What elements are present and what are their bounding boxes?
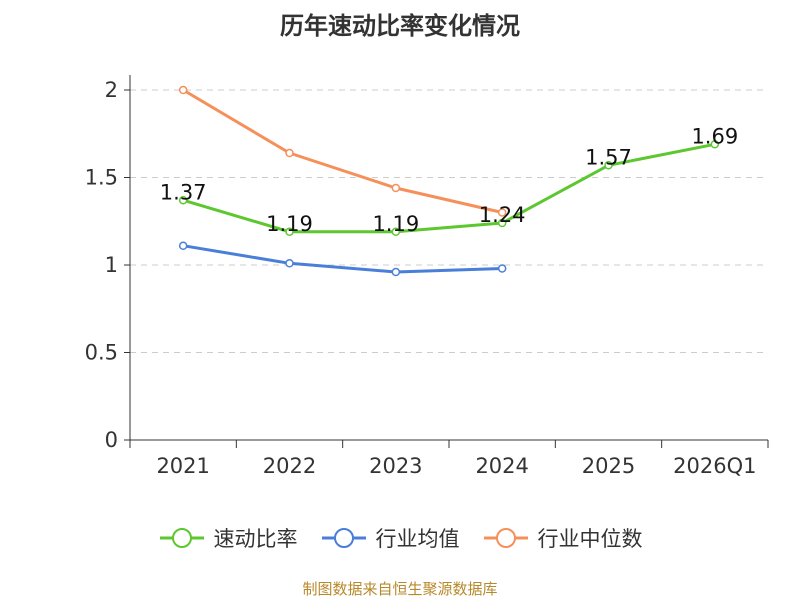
legend-item: 行业中位数 <box>482 523 643 553</box>
legend-label: 行业均值 <box>375 527 460 551</box>
data-point <box>497 218 507 228</box>
data-point <box>285 227 294 236</box>
y-tick-label: 0 <box>105 428 118 452</box>
legend-marker-icon <box>159 528 204 548</box>
data-point <box>497 208 507 217</box>
y-tick-label: 2 <box>105 78 118 102</box>
series-line <box>182 88 503 214</box>
data-label: 1.37 <box>160 180 207 204</box>
data-point <box>604 161 613 170</box>
y-tick-label: 1.5 <box>85 166 118 190</box>
x-tick-label: 2024 <box>475 454 528 478</box>
legend-marker-icon <box>483 528 528 548</box>
y-tick-label: 0.5 <box>85 341 118 365</box>
x-tick-label: 2022 <box>263 454 316 478</box>
data-label: 1.19 <box>372 212 419 236</box>
data-label: 1.19 <box>266 212 313 236</box>
data-point <box>178 85 188 95</box>
data-point <box>178 196 188 205</box>
series-line <box>182 244 503 274</box>
x-tick-label: 2021 <box>156 454 209 478</box>
data-label: 1.69 <box>691 124 738 148</box>
data-point <box>710 140 720 149</box>
legend-item: 行业均值 <box>320 523 460 553</box>
legend-label: 行业中位数 <box>537 527 643 551</box>
data-point <box>285 259 294 268</box>
chart-title: 历年速动比率变化情况 <box>280 12 520 40</box>
series-line <box>182 142 716 234</box>
data-point <box>285 148 294 158</box>
legend: 速动比率 行业均值 行业中位数 <box>0 520 800 556</box>
data-label: 1.57 <box>585 145 632 169</box>
legend-marker-icon <box>321 528 366 548</box>
legend-label: 速动比率 <box>213 527 298 551</box>
x-tick-label: 2023 <box>369 454 422 478</box>
data-point <box>391 267 401 277</box>
data-point <box>391 227 401 236</box>
data-point <box>497 264 507 273</box>
x-tick-label: 2025 <box>582 454 635 478</box>
data-point <box>178 241 188 250</box>
data-label: 1.24 <box>479 203 526 227</box>
legend-item: 速动比率 <box>158 523 298 553</box>
y-tick-label: 1 <box>105 253 118 277</box>
x-tick-label: 2026Q1 <box>673 454 756 478</box>
source-note: 制图数据来自恒生聚源数据库 <box>302 580 498 598</box>
data-point <box>391 183 401 193</box>
